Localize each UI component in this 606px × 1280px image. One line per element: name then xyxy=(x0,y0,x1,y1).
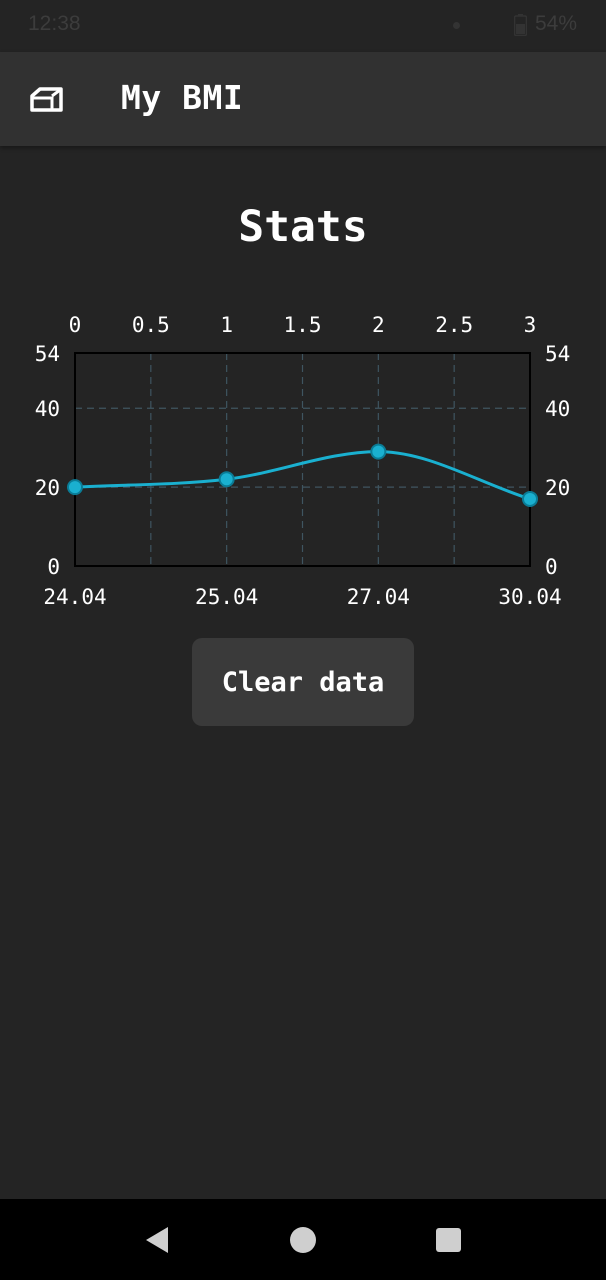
top-axis-tick-label: 2.5 xyxy=(435,313,473,337)
right-axis-tick-label: 54 xyxy=(545,342,570,366)
bottom-axis-tick-label: 27.04 xyxy=(347,585,410,609)
left-axis-tick-label: 54 xyxy=(35,342,60,366)
series-line xyxy=(74,450,531,501)
top-axis-tick-label: 0.5 xyxy=(132,313,170,337)
top-axis-tick-label: 1 xyxy=(220,313,233,337)
recent-apps-icon[interactable] xyxy=(436,1228,461,1252)
bottom-axis-tick-label: 30.04 xyxy=(498,585,561,609)
status-time: 12:38 xyxy=(28,12,81,35)
battery-icon xyxy=(514,14,527,36)
bottom-axis-tick-label: 24.04 xyxy=(43,585,106,609)
top-axis-tick-label: 2 xyxy=(372,313,385,337)
right-axis-tick-label: 0 xyxy=(545,555,558,579)
battery-percentage: 54% xyxy=(535,12,578,35)
navigation-bar xyxy=(0,1199,606,1280)
right-axis-tick-label: 40 xyxy=(545,397,570,421)
app-title: My BMI xyxy=(121,78,244,117)
notification-dot-icon xyxy=(453,22,460,29)
left-axis-tick-label: 40 xyxy=(35,397,60,421)
left-axis-tick-label: 20 xyxy=(35,476,60,500)
left-axis-tick-label: 0 xyxy=(47,555,60,579)
data-point xyxy=(218,471,235,488)
right-axis-tick-label: 20 xyxy=(545,476,570,500)
home-circle-icon[interactable] xyxy=(290,1227,316,1253)
bmi-line-chart: 0 0.5 1 1.5 2 2.5 3 0 0 20 20 40 40 54 54 24.04 25.04 27.… xyxy=(35,313,571,609)
bottom-axis-tick-label: 25.04 xyxy=(195,585,258,609)
data-point xyxy=(67,479,83,496)
back-icon[interactable] xyxy=(144,1226,170,1254)
top-axis-tick-label: 1.5 xyxy=(284,313,322,337)
top-axis-tick-label: 3 xyxy=(524,313,537,337)
page-title: Stats xyxy=(238,202,368,252)
app-bar: My BMI xyxy=(0,52,606,146)
home-icon[interactable] xyxy=(28,84,66,114)
clear-data-button[interactable]: Clear data xyxy=(192,638,414,726)
data-point xyxy=(522,490,538,507)
data-point xyxy=(370,443,387,460)
plot-frame xyxy=(74,352,531,567)
status-bar: 12:38 54% xyxy=(0,0,606,52)
top-axis-tick-label: 0 xyxy=(69,313,82,337)
